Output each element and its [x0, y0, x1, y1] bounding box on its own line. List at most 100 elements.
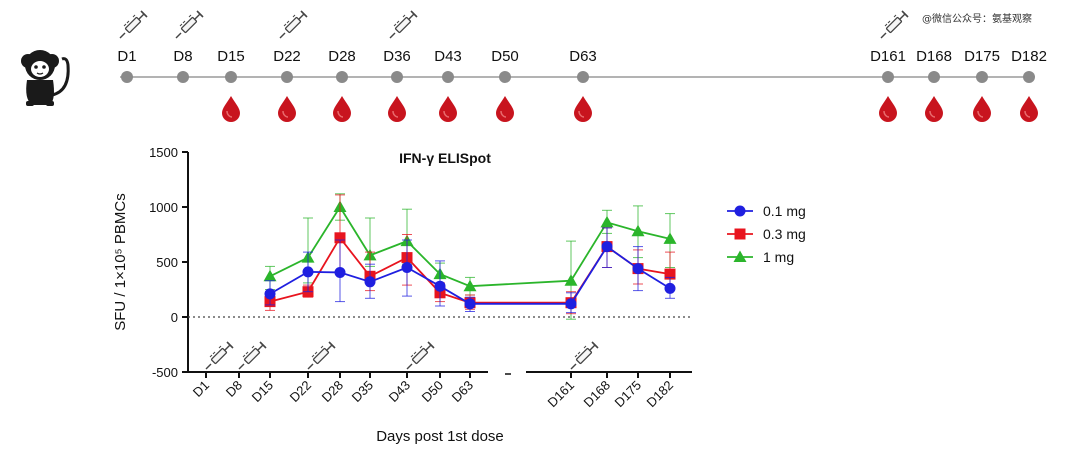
blood-drop-icon: [332, 95, 352, 123]
blood-drop-icon: [387, 95, 407, 123]
chart-title: IFN-γ ELISpot: [399, 150, 491, 166]
data-point: [734, 205, 746, 217]
y-tick-label: -500: [152, 365, 178, 380]
data-point: [631, 224, 645, 237]
x-tick-label: D175: [612, 378, 645, 411]
syringe-icon: [570, 341, 599, 370]
x-axis-title: Days post 1st dose: [376, 428, 504, 445]
timeline-day-label: D161: [870, 48, 906, 65]
timeline-dot: [499, 71, 511, 83]
legend: 0.1 mg 0.3 mg 1 mg: [727, 203, 806, 265]
data-point: [733, 250, 747, 262]
timeline-dot: [976, 71, 988, 83]
timeline-dot: [225, 71, 237, 83]
data-point: [565, 298, 577, 310]
data-point: [601, 241, 613, 253]
data-point: [463, 279, 477, 292]
timeline-day-label: D8: [173, 48, 192, 65]
timeline-dot: [336, 71, 348, 83]
timeline-dot: [121, 71, 133, 83]
timeline-day-label: D175: [964, 48, 1000, 65]
data-point: [334, 266, 346, 278]
blood-drop-icon: [221, 95, 241, 123]
syringe-icon: [279, 10, 308, 39]
data-point: [464, 298, 476, 310]
syringe-icon: [119, 10, 148, 39]
x-tick-label: D8: [223, 378, 245, 400]
syringe-icon: [205, 341, 234, 370]
legend-label: 0.3 mg: [763, 226, 806, 242]
series-square: [264, 194, 676, 315]
timeline-dot: [442, 71, 454, 83]
data-point: [302, 266, 314, 278]
syringe-icon: [389, 10, 418, 39]
blood-drop-icon: [573, 95, 593, 123]
data-point: [734, 228, 746, 240]
syringe-icon: [307, 341, 336, 370]
x-tick-label: D15: [249, 378, 276, 405]
syringe-icon: [406, 341, 435, 370]
blood-drop-icon: [924, 95, 944, 123]
timeline-day-label: D43: [434, 48, 462, 65]
x-tick-label: D22: [287, 378, 314, 405]
data-point: [663, 232, 677, 244]
data-point: [664, 268, 676, 280]
timeline-day-label: D28: [328, 48, 356, 65]
y-tick-label: 1500: [149, 145, 178, 160]
blood-drop-icon: [878, 95, 898, 123]
y-tick-label: 0: [171, 310, 178, 325]
blood-drop-icon: [972, 95, 992, 123]
data-point: [564, 274, 578, 286]
timeline-dot: [928, 71, 940, 83]
timeline-day-label: D1: [117, 48, 136, 65]
data-point: [264, 288, 276, 300]
timeline-dot: [177, 71, 189, 83]
data-point: [434, 280, 446, 292]
legend-label: 0.1 mg: [763, 203, 806, 219]
y-tick-label: 500: [156, 255, 178, 270]
timeline-day-label: D63: [569, 48, 597, 65]
blood-drop-icon: [1019, 95, 1039, 123]
data-point: [263, 269, 277, 282]
timeline-dot: [882, 71, 894, 83]
data-point: [632, 263, 644, 275]
timeline-day-label: D15: [217, 48, 245, 65]
timeline-day-label: D168: [916, 48, 952, 65]
data-point: [364, 276, 376, 288]
blood-drop-icon: [495, 95, 515, 123]
x-tick-label: D28: [319, 378, 346, 405]
legend-label: 1 mg: [763, 249, 794, 265]
axes: -500 0 500 1000 1500 D1 D8 D15 D22 D28 D35 D43 D50 D6…: [149, 145, 692, 410]
timeline-dot: [577, 71, 589, 83]
x-tick-label: D182: [644, 378, 677, 411]
x-tick-label: D43: [386, 378, 413, 405]
syringe-icon: [238, 341, 267, 370]
data-point: [334, 232, 346, 244]
monkey-icon: [21, 50, 70, 106]
syringe-icon: [880, 10, 909, 39]
timeline-dot: [281, 71, 293, 83]
timeline-dot: [391, 71, 403, 83]
blood-drop-icon: [277, 95, 297, 123]
timeline-day-label: D182: [1011, 48, 1047, 65]
blood-drop-icon: [438, 95, 458, 123]
timeline-dot: [1023, 71, 1035, 83]
y-axis-title: SFU / 1×10⁵ PBMCs: [112, 193, 129, 331]
x-tick-label: D35: [349, 378, 376, 405]
series-layer: [263, 193, 677, 320]
y-tick-label: 1000: [149, 200, 178, 215]
timeline-day-label: D50: [491, 48, 519, 65]
x-tick-label: D1: [190, 378, 212, 400]
series-circle: [264, 227, 676, 314]
chart: IFN-γ ELISpot -500 0 500 1000 1500 D1 D8 D15 D22…: [112, 145, 806, 445]
x-tick-label: D168: [581, 378, 614, 411]
timeline-day-label: D22: [273, 48, 301, 65]
data-point: [664, 282, 676, 294]
data-point: [401, 262, 413, 273]
watermark: @微信公众号：氨基观察: [922, 12, 1032, 25]
data-point: [600, 215, 614, 228]
syringe-icon: [175, 10, 204, 39]
x-tick-label: D50: [419, 378, 446, 405]
